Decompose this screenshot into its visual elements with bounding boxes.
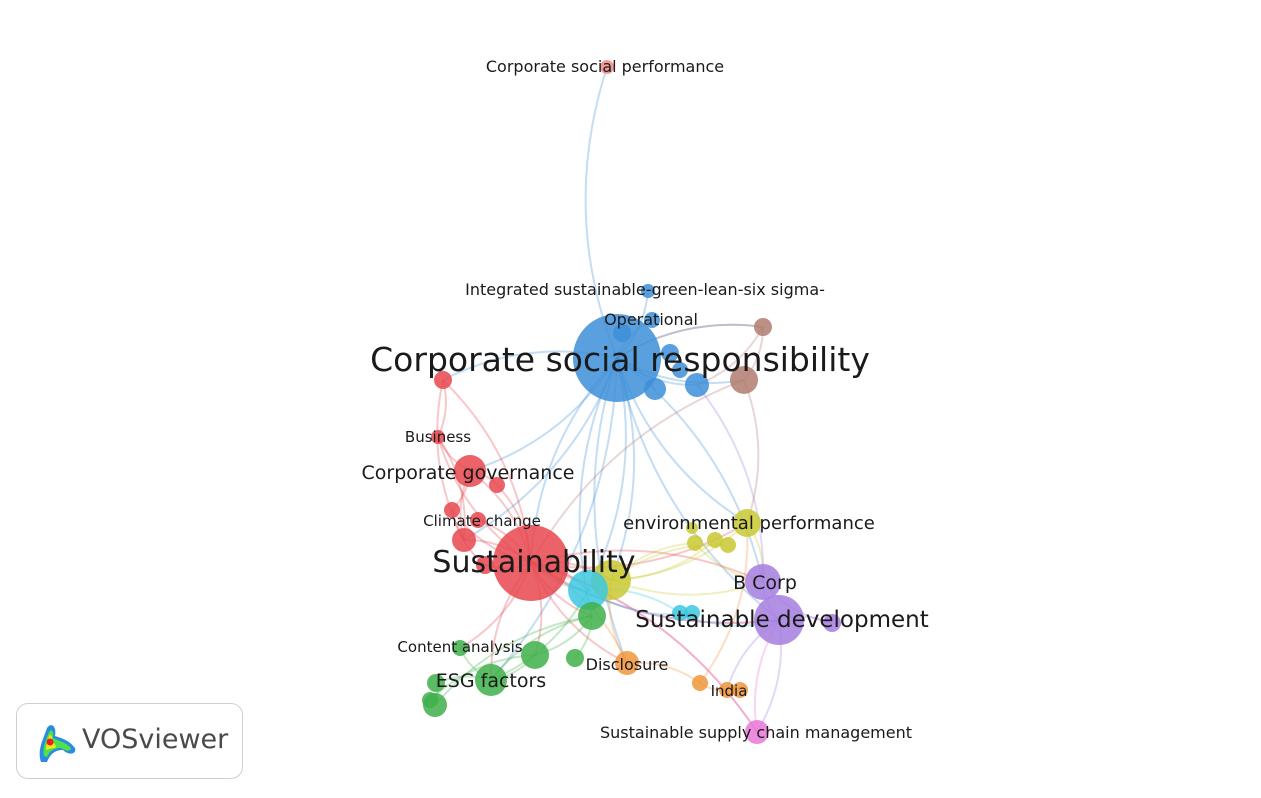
- label-india[interactable]: India: [711, 682, 748, 700]
- network-node-blue[interactable]: [641, 284, 655, 298]
- network-node-red[interactable]: [476, 556, 494, 574]
- label-environmental-performance[interactable]: environmental performance: [623, 513, 875, 534]
- network-node-green[interactable]: [475, 664, 507, 696]
- network-link: [699, 522, 749, 684]
- network-node-green[interactable]: [521, 641, 549, 669]
- vosviewer-logo-icon: [39, 725, 76, 762]
- label-content-analysis[interactable]: Content analysis: [397, 638, 522, 656]
- label-operational[interactable]: Operational: [604, 310, 698, 329]
- network-node-orange[interactable]: [719, 682, 735, 698]
- network-link: [530, 562, 758, 733]
- label-sustainable-development[interactable]: Sustainable development: [635, 607, 929, 633]
- network-link: [530, 562, 758, 733]
- network-node-yellow[interactable]: [733, 509, 761, 537]
- network-node-blue[interactable]: [672, 362, 688, 378]
- network-link: [696, 384, 765, 583]
- network-node-red[interactable]: [434, 371, 452, 389]
- network-node-lightred[interactable]: [600, 60, 614, 74]
- network-node-blue[interactable]: [644, 378, 666, 400]
- network-node-green[interactable]: [566, 649, 584, 667]
- label-corporate-social-performance[interactable]: Corporate social performance: [486, 57, 724, 76]
- network-node-pink[interactable]: [745, 720, 769, 744]
- network-link: [434, 615, 593, 706]
- network-node-cyan[interactable]: [672, 605, 688, 621]
- network-node-cyan[interactable]: [684, 605, 700, 621]
- label-corporate-governance[interactable]: Corporate governance: [362, 462, 575, 484]
- network-node-green[interactable]: [422, 692, 438, 708]
- network-node-brown[interactable]: [730, 366, 758, 394]
- label-corporate-social-responsibility[interactable]: Corporate social responsibility: [370, 340, 870, 379]
- network-link: [743, 379, 760, 524]
- vosviewer-logo-text: VOSviewer: [82, 724, 229, 755]
- network-node-purple[interactable]: [745, 564, 781, 600]
- network-node-red[interactable]: [431, 430, 445, 444]
- network-node-orange[interactable]: [732, 682, 748, 698]
- network-node-cyan[interactable]: [568, 570, 608, 610]
- network-node-yellow[interactable]: [686, 522, 698, 534]
- network-node-blue[interactable]: [644, 312, 660, 328]
- node-layer: [422, 60, 841, 744]
- network-node-brown[interactable]: [754, 318, 772, 336]
- network-node-blue[interactable]: [573, 314, 661, 402]
- network-node-purple[interactable]: [823, 614, 841, 632]
- label-disclosure[interactable]: Disclosure: [586, 655, 669, 674]
- label-b-corp[interactable]: B Corp: [733, 572, 797, 594]
- network-node-red[interactable]: [470, 512, 486, 528]
- label-esg-factors[interactable]: ESG factors: [436, 670, 546, 692]
- label-layer: Corporate social performance Integrated …: [362, 57, 929, 742]
- network-node-red[interactable]: [493, 525, 569, 601]
- network-node-blue[interactable]: [613, 324, 631, 342]
- label-business[interactable]: Business: [405, 428, 471, 446]
- network-node-red[interactable]: [489, 477, 505, 493]
- network-node-yellow[interactable]: [720, 537, 736, 553]
- network-link: [436, 379, 465, 541]
- network-node-orange[interactable]: [615, 651, 639, 675]
- label-climate-change[interactable]: Climate change: [423, 512, 541, 530]
- vosviewer-logo: VOSviewer: [16, 703, 243, 779]
- network-node-red[interactable]: [454, 455, 486, 487]
- network-node-blue[interactable]: [685, 373, 709, 397]
- network-node-green[interactable]: [578, 602, 606, 630]
- network-link: [530, 379, 745, 564]
- network-node-green[interactable]: [427, 674, 445, 692]
- network-node-yellow[interactable]: [707, 532, 723, 548]
- network-link: [490, 357, 618, 681]
- network-node-red[interactable]: [444, 502, 460, 518]
- network-node-orange[interactable]: [692, 675, 708, 691]
- network-node-yellow[interactable]: [687, 535, 703, 551]
- label-integrated-lean-six-sigma[interactable]: Integrated sustainable-green-lean-six si…: [465, 280, 825, 299]
- network-node-blue[interactable]: [661, 344, 679, 362]
- label-sustainable-supply-chain-management[interactable]: Sustainable supply chain management: [600, 723, 912, 742]
- network-node-green[interactable]: [452, 640, 468, 656]
- network-node-purple[interactable]: [754, 595, 804, 645]
- network-node-red[interactable]: [452, 528, 476, 552]
- label-sustainability[interactable]: Sustainability: [432, 545, 635, 580]
